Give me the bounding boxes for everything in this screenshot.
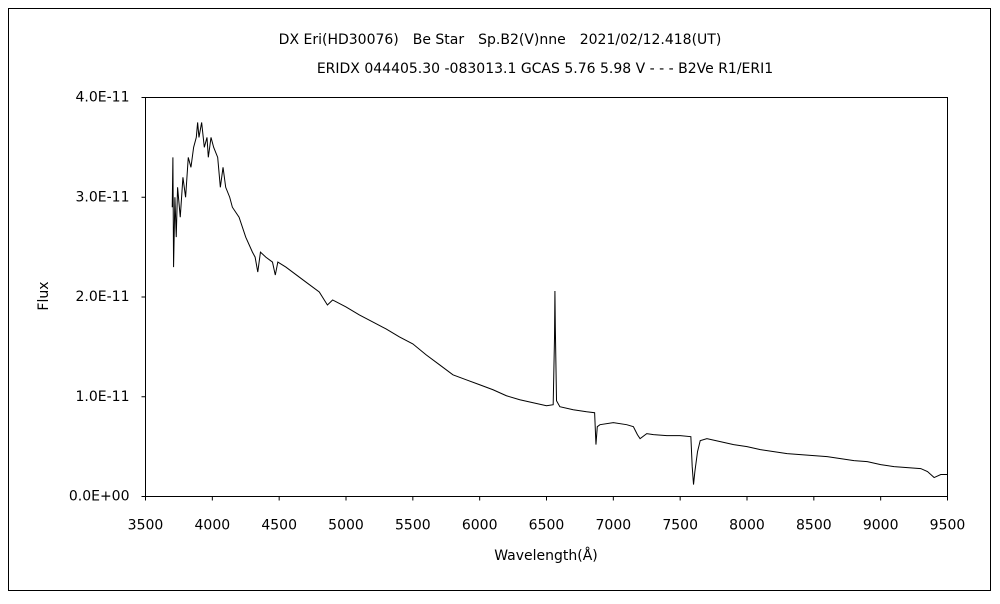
x-tick-label: 5000 [328, 518, 364, 534]
y-tick-label: 3.0E-11 [76, 189, 130, 205]
x-tick-label: 4500 [261, 518, 297, 534]
y-tick-label: 1.0E-11 [76, 389, 130, 405]
x-tick-label: 5500 [395, 518, 431, 534]
chart-subtitle: ERIDX 044405.30 -083013.1 GCAS 5.76 5.98… [317, 61, 773, 77]
spectrum-line [171, 122, 948, 485]
x-tick-label: 7000 [596, 518, 632, 534]
x-tick-label: 3500 [128, 518, 164, 534]
chart-border [8, 8, 991, 591]
chart-title: DX Eri(HD30076) Be Star Sp.B2(V)nne 2021… [279, 32, 722, 48]
x-tick-label: 8500 [796, 518, 832, 534]
y-tick-label: 4.0E-11 [76, 90, 130, 106]
x-tick-label: 6500 [529, 518, 565, 534]
y-tick-label: 2.0E-11 [76, 289, 130, 305]
x-tick-label: 4000 [195, 518, 231, 534]
x-tick-label: 7500 [662, 518, 698, 534]
x-tick-label: 6000 [462, 518, 498, 534]
y-axis-label: Flux [36, 281, 52, 310]
y-tick-label: 0.0E+00 [69, 489, 130, 505]
x-axis-label: Wavelength(Å) [494, 547, 598, 564]
x-tick-label: 9000 [863, 518, 899, 534]
x-tick-label: 9500 [930, 518, 966, 534]
x-tick-label: 8000 [729, 518, 765, 534]
